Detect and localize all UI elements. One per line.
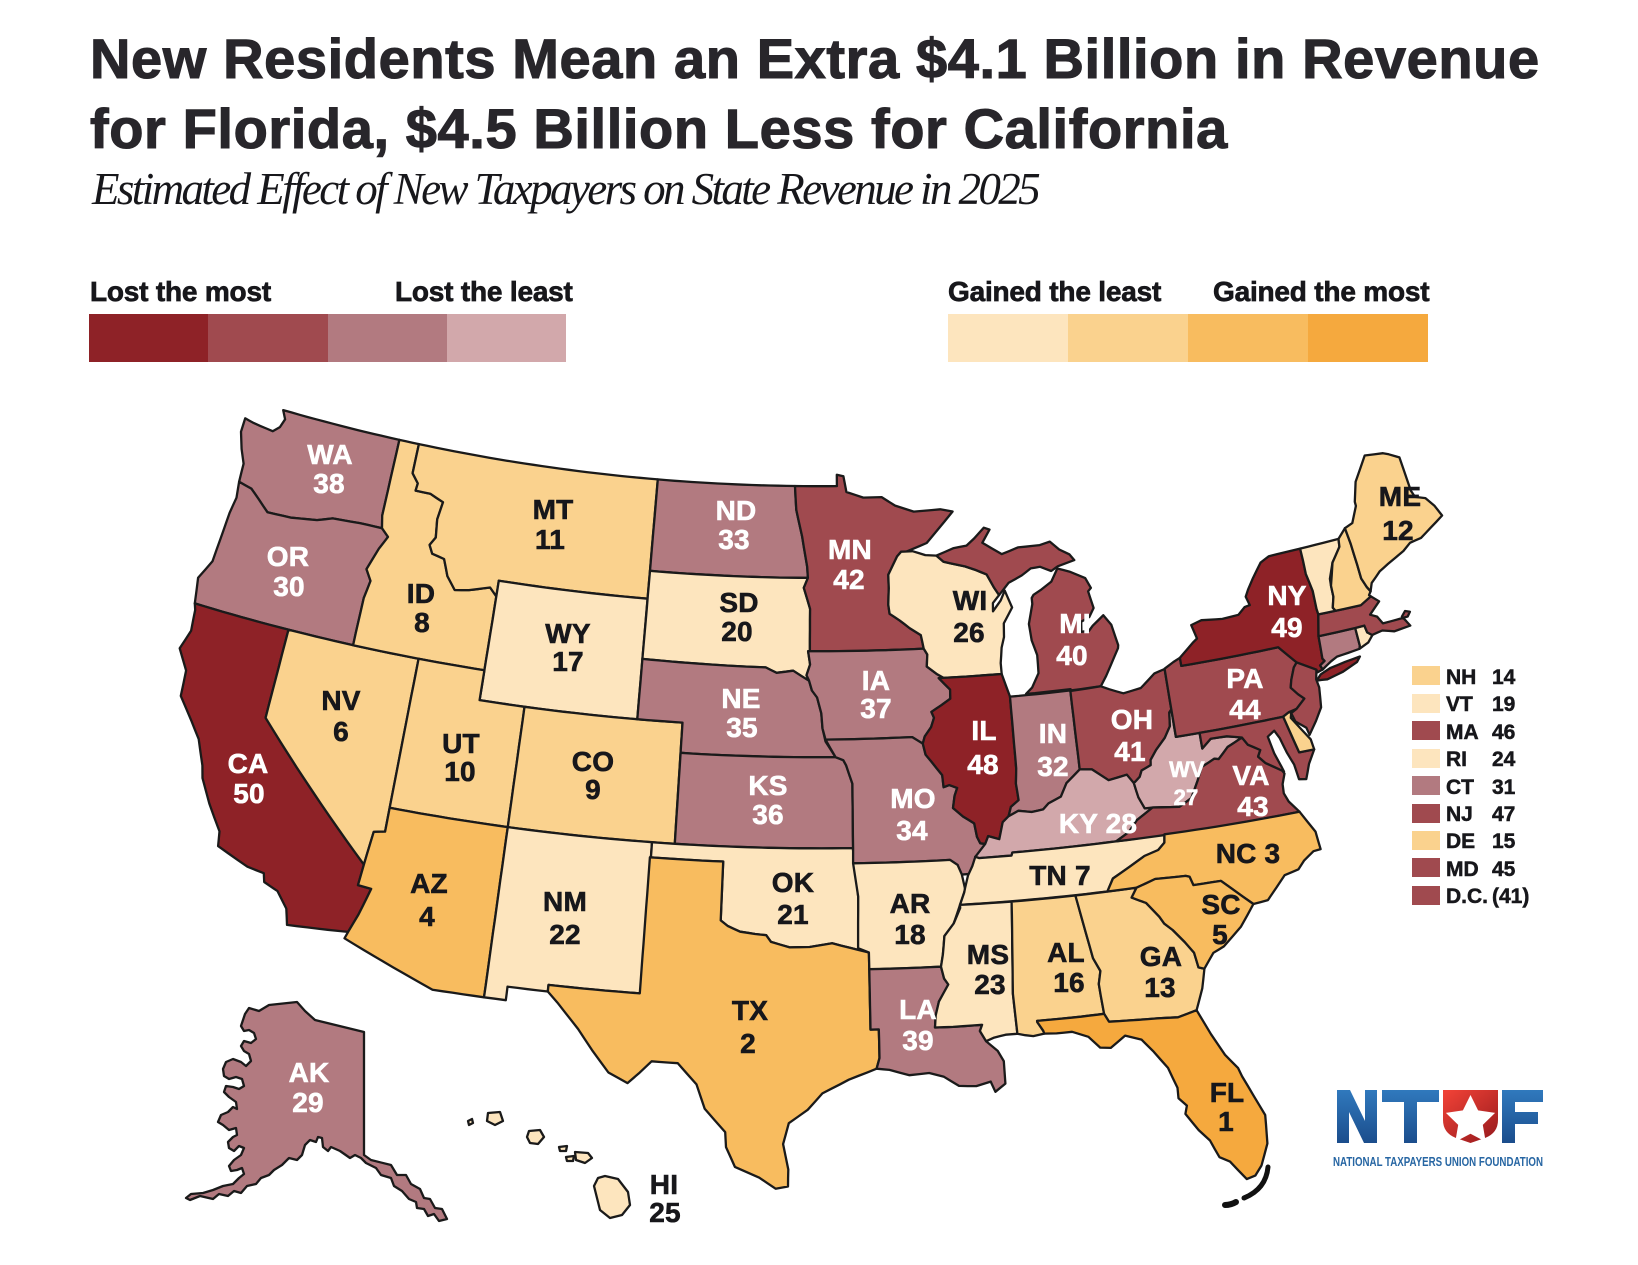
svg-text:NATIONAL TAXPAYERS UNION FOUND: NATIONAL TAXPAYERS UNION FOUNDATION bbox=[1333, 1155, 1543, 1169]
